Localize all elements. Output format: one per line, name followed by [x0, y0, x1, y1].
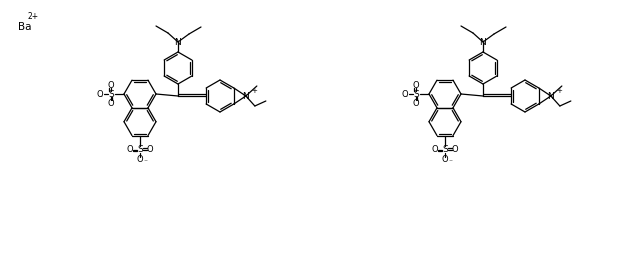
Text: S: S — [442, 145, 448, 154]
Text: N: N — [243, 91, 249, 100]
Text: S: S — [413, 90, 419, 98]
Text: S: S — [108, 90, 114, 98]
Text: O: O — [412, 81, 419, 90]
Text: O: O — [147, 145, 153, 154]
Text: +: + — [251, 88, 257, 94]
Text: O: O — [108, 81, 114, 90]
Text: O: O — [96, 90, 103, 98]
Text: O: O — [108, 98, 114, 107]
Text: Ba: Ba — [18, 22, 32, 32]
Text: O: O — [432, 145, 439, 154]
Text: S: S — [137, 145, 143, 154]
Text: ⁻: ⁻ — [98, 93, 102, 102]
Text: O: O — [452, 145, 458, 154]
Text: O: O — [442, 155, 448, 164]
Text: N: N — [480, 38, 486, 47]
Text: ⁻: ⁻ — [403, 93, 407, 102]
Text: N: N — [547, 91, 554, 100]
Text: 2+: 2+ — [28, 12, 39, 21]
Text: O: O — [127, 145, 133, 154]
Text: ⁻: ⁻ — [448, 157, 452, 166]
Text: +: + — [556, 88, 562, 94]
Text: ⁻: ⁻ — [143, 157, 147, 166]
Text: O: O — [402, 90, 408, 98]
Text: O: O — [137, 155, 143, 164]
Text: O: O — [412, 98, 419, 107]
Text: N: N — [175, 38, 182, 47]
